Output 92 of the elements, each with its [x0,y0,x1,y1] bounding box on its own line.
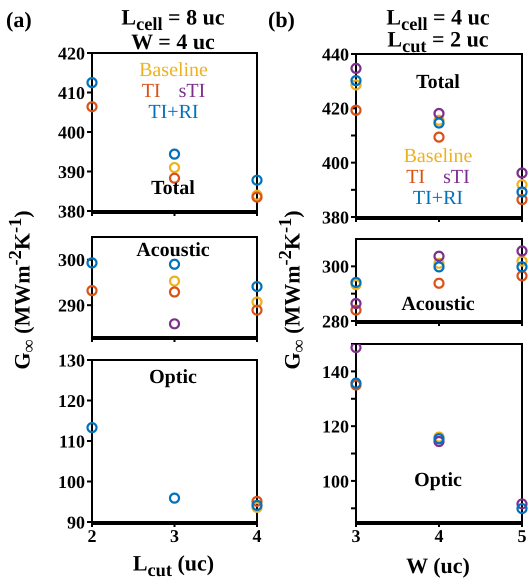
annotation: Total [416,71,460,93]
y-tick-label: 420 [322,98,349,119]
point [168,275,180,287]
point [251,304,263,316]
point [251,500,263,511]
x-tick-label: 2 [88,526,96,546]
point [516,186,528,198]
point [350,276,362,288]
y-tick-label: 410 [58,82,85,103]
point [433,108,445,120]
point [168,286,180,298]
point [251,502,263,514]
annotation: Total [151,177,195,199]
point [350,79,362,91]
point [86,422,98,434]
point [350,104,362,116]
point [433,132,445,143]
y-tick-label: 300 [58,250,85,270]
text: TI+RI [412,187,464,209]
y-tick-label: 130 [58,350,85,370]
x-tick-label: 4 [252,526,262,546]
point [433,114,445,126]
point [350,298,362,310]
point [86,257,98,269]
annotation: Optic [414,469,462,491]
y-tick-label: 400 [58,122,85,142]
y-tick-label: 100 [58,472,85,492]
point [350,62,362,74]
point [516,256,528,267]
point [433,258,445,269]
text: sTI [443,166,470,188]
point [516,179,528,190]
point [350,344,362,354]
point [516,261,528,272]
point [168,492,180,504]
y-tick-label: 290 [58,296,85,316]
y-tick-label: 120 [58,390,85,411]
x-tick-label: 3 [170,526,179,546]
y-tick-label: 280 [322,311,349,332]
y-tick-label: 390 [58,162,85,182]
text: TI [142,80,161,102]
point [251,496,263,507]
point [433,117,445,129]
y-tick-label: 140 [322,362,349,382]
x-axis-title: L$_{cut}$ (uc) [132,550,214,579]
y-tick-label: 380 [322,207,349,228]
x-axis-title: W (uc) [406,553,470,578]
point [433,436,445,448]
point [516,167,528,179]
point [350,304,362,316]
x-tick-label: 5 [518,526,526,546]
point [350,75,362,86]
point [516,194,528,206]
y-tick-label: 100 [322,471,349,492]
point [168,318,180,330]
point [433,250,445,262]
y-tick-label: 90 [67,512,85,532]
y-tick-label: 440 [322,44,349,64]
point [86,101,98,112]
y-tick-label: 120 [322,416,349,437]
point [350,279,362,290]
point [168,162,180,174]
point [168,148,180,160]
point [168,258,180,270]
text: (b) [268,7,295,32]
point [86,77,98,88]
point [251,296,263,308]
point [86,285,98,296]
point [516,270,528,282]
y-tick-label: 420 [58,43,85,64]
series-label: Baseline [404,145,472,167]
annotation: Acoustic [136,239,210,261]
y-tick-label: 300 [322,256,349,277]
point [516,245,528,257]
text: (a) [6,7,32,32]
point [251,174,263,186]
annotation: Optic [149,366,197,388]
point [433,261,445,272]
point [516,502,528,514]
x-tick-label: 3 [352,526,360,546]
text: Baseline [139,59,208,81]
y-tick-label: 400 [322,153,349,174]
point [433,278,445,289]
legend-label: sTI [178,80,206,102]
annotation: Acoustic [401,293,475,315]
point [251,280,263,292]
series-label: TI+RI [148,101,199,123]
point [516,498,528,510]
series-label: TI [406,166,426,188]
x-tick-label: 4 [434,526,444,546]
y-tick-label: 380 [58,201,85,222]
y-tick-label: 110 [58,431,85,452]
